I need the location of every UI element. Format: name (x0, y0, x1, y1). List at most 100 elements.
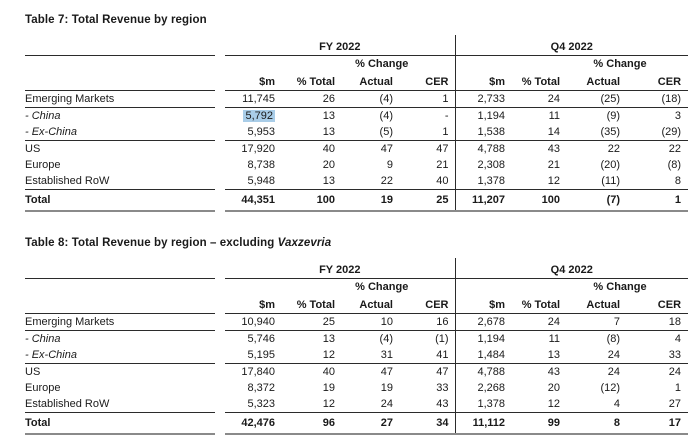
value-cell: 4 (560, 396, 621, 413)
value-cell: 20 (547, 382, 561, 394)
table-row: $m % Total Actual CER $m % Total Actual … (25, 294, 689, 314)
value-cell: 11,745 (225, 90, 275, 108)
value-cell: (35) (560, 124, 621, 141)
value-cell: 43 (393, 396, 456, 413)
table-row: $m % Total Actual CER $m % Total Actual … (25, 71, 689, 91)
spacer-cell (275, 279, 335, 295)
value-cell: (12) (600, 382, 621, 394)
value-cell: 1,194 (477, 110, 506, 122)
value-cell: 1,378 (455, 396, 506, 413)
value-cell: 12 (275, 396, 335, 413)
value-cell: 4,788 (477, 366, 506, 378)
value-cell: (9) (606, 110, 621, 122)
value-cell: 1,538 (455, 124, 506, 141)
pct-change-header-q4: % Change (593, 57, 647, 70)
value-cell: 27 (335, 412, 393, 435)
value-cell: 99 (505, 412, 561, 435)
value-cell: 22 (335, 173, 393, 190)
value-cell: 5,948 (225, 173, 275, 190)
spacer-cell (215, 413, 225, 435)
value-cell: 17,840 (241, 366, 275, 378)
value-cell: 43 (547, 366, 561, 378)
revenue-table-7: FY 2022 Q4 2022 % Change % Change $m % T… (25, 35, 689, 212)
row-label: US (25, 366, 41, 378)
value-cell: 2,678 (455, 313, 506, 331)
spacer-cell (215, 258, 225, 279)
value-cell: 33 (393, 380, 456, 396)
col-header-cer-fy: CER (393, 71, 456, 91)
value-cell: 4,788 (477, 143, 506, 155)
value-cell: 43 (547, 143, 561, 155)
table-row: Emerging Markets 10,940 25 10 16 2,678 2… (25, 313, 689, 331)
value-cell: 18 (620, 313, 689, 331)
value-cell: 25 (393, 189, 456, 212)
value-cell: 12 (275, 347, 335, 364)
value-cell: 40 (322, 143, 335, 155)
pct-change-header-q4: % Change (593, 280, 647, 293)
table-row: US 17,840 40 47 47 4,788 43 24 24 (25, 363, 688, 380)
col-header-pcttotal-fy: % Total (275, 71, 335, 91)
value-cell: 16 (393, 313, 456, 331)
spacer-cell (215, 56, 225, 72)
highlighted-value: 5,792 (243, 110, 275, 122)
value-cell: 1 (674, 382, 682, 394)
value-cell: (29) (620, 124, 689, 141)
value-cell: (1) (393, 330, 456, 347)
row-label: Total (25, 412, 215, 435)
value-cell: (20) (600, 159, 621, 171)
row-label: Europe (25, 159, 61, 171)
spacer-cell (215, 190, 225, 212)
value-cell: 24 (505, 313, 561, 331)
spacer-cell (215, 294, 225, 314)
value-cell: 5,323 (225, 396, 275, 413)
row-label: US (25, 143, 41, 155)
value-cell: 13 (322, 110, 335, 122)
row-label: Emerging Markets (25, 313, 215, 331)
row-label: Established RoW (25, 173, 215, 190)
spacer-cell (215, 331, 225, 348)
value-cell: 26 (275, 90, 335, 108)
spacer-cell (215, 71, 225, 91)
table-row: Europe 8,372 19 19 33 2,268 20 (12) 1 (25, 380, 688, 396)
value-cell: 5,195 (225, 347, 275, 364)
row-label: - China (25, 333, 61, 345)
spacer-cell (215, 141, 225, 158)
value-cell: 19 (335, 189, 393, 212)
value-cell: 9 (386, 159, 393, 171)
value-cell: 1,194 (477, 333, 506, 345)
value-cell: 13 (505, 347, 561, 364)
table-row: Established RoW 5,323 12 24 43 1,378 12 … (25, 396, 689, 413)
col-header-actual-q4: Actual (560, 294, 621, 314)
value-cell: 1 (393, 90, 456, 108)
value-cell: 1 (393, 124, 456, 141)
table-row: Europe 8,738 20 9 21 2,308 21 (20) (8) (25, 157, 688, 173)
value-cell: 5,953 (225, 124, 275, 141)
value-cell: 13 (275, 124, 335, 141)
row-label: Total (25, 189, 215, 212)
value-cell: (8) (606, 333, 621, 345)
value-cell: (7) (560, 189, 621, 212)
table8-title-italic: Vaxzevria (277, 237, 332, 249)
value-cell: 42,476 (225, 412, 275, 435)
spacer-cell (215, 35, 225, 56)
value-cell: 13 (322, 333, 335, 345)
col-header-pcttotal-fy: % Total (275, 294, 335, 314)
value-cell: 24 (335, 396, 393, 413)
value-cell: 34 (393, 412, 456, 435)
value-cell: 40 (322, 366, 335, 378)
row-label: Europe (25, 382, 61, 394)
value-cell: 11,112 (455, 412, 506, 435)
value-cell: 47 (393, 140, 456, 157)
row-label: - China (25, 110, 61, 122)
spacer-cell (215, 108, 225, 125)
table-row: US 17,920 40 47 47 4,788 43 22 22 (25, 140, 688, 158)
value-cell: 1,378 (455, 173, 506, 190)
value-cell: 2,308 (477, 159, 506, 171)
value-cell: 7 (560, 313, 621, 331)
value-cell: 10,940 (225, 313, 275, 331)
col-header-cer-q4: CER (620, 294, 689, 314)
value-cell: 13 (275, 173, 335, 190)
spacer-cell (215, 380, 225, 396)
table7-title: Table 7: Total Revenue by region (25, 14, 700, 26)
